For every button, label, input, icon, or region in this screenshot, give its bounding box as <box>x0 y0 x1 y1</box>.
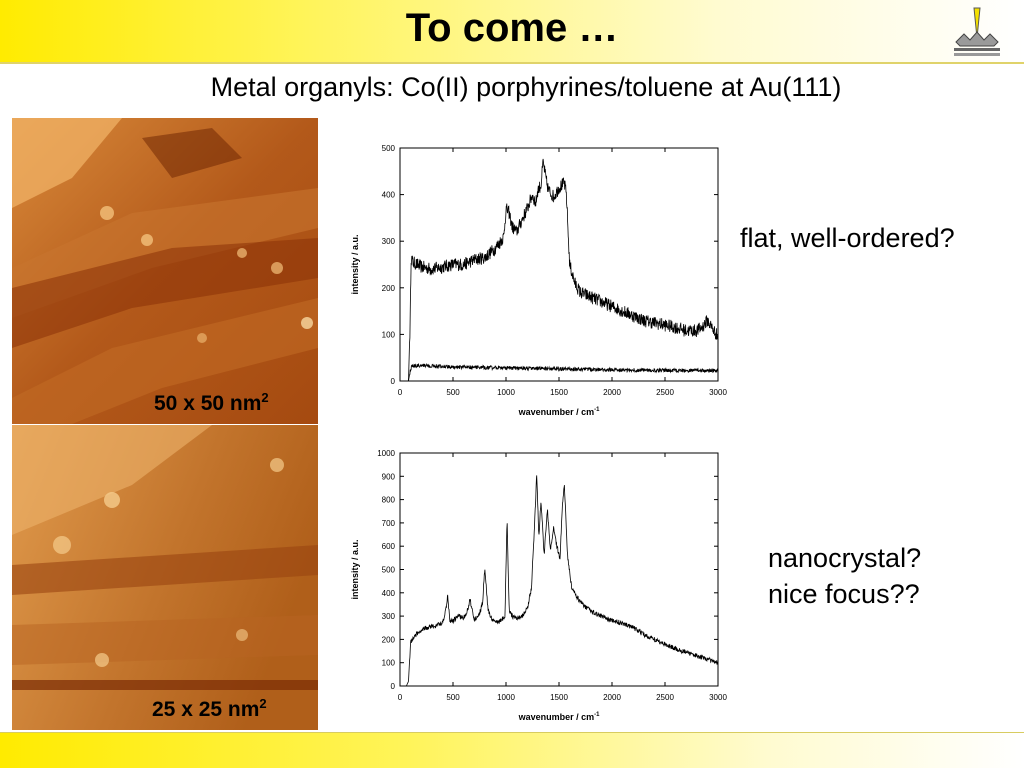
scale-label-50nm: 50 x 50 nm2 <box>154 390 269 415</box>
note-flat-well-ordered: flat, well-ordered? <box>740 223 955 253</box>
y-tick-label: 500 <box>382 144 396 153</box>
y-tick-label: 300 <box>382 237 396 246</box>
x-tick-label: 500 <box>446 388 460 397</box>
stm-tip-logo-icon <box>954 7 1000 56</box>
spectrum-line-1 <box>400 475 719 687</box>
header-divider <box>0 62 1024 64</box>
y-axis-label: intensity / a.u. <box>350 234 360 294</box>
x-tick-label: 1000 <box>497 693 515 702</box>
y-tick-label: 0 <box>391 377 396 386</box>
y-tick-label: 600 <box>382 542 396 551</box>
y-tick-label: 100 <box>382 330 396 339</box>
slide-header <box>0 0 1024 62</box>
y-tick-label: 500 <box>382 566 396 575</box>
y-tick-label: 800 <box>382 496 396 505</box>
x-tick-label: 2500 <box>656 388 674 397</box>
note-nanocrystal: nanocrystal? nice focus?? <box>768 540 921 612</box>
x-tick-label: 2500 <box>656 693 674 702</box>
x-tick-label: 1500 <box>550 693 568 702</box>
spectrum-line-2 <box>400 363 719 382</box>
stm-image-25nm <box>12 425 318 730</box>
plot-frame <box>399 452 719 687</box>
footer-divider <box>0 732 1024 733</box>
y-tick-label: 100 <box>382 659 396 668</box>
slide-title: To come … <box>405 6 619 50</box>
x-tick-label: 3000 <box>709 693 727 702</box>
raman-spectrum-chart-1: 0 500 1000 1500 2000 2500 3000 0 100 200 300 400 500… <box>350 144 727 417</box>
plot-frame <box>399 147 719 382</box>
y-tick-label: 900 <box>382 472 396 481</box>
y-tick-label: 700 <box>382 519 396 528</box>
y-tick-label: 300 <box>382 612 396 621</box>
x-axis-label: wavenumber / cm-1 <box>518 407 601 417</box>
note-nice-focus-line: nice focus?? <box>768 579 920 609</box>
x-tick-label: 500 <box>446 693 460 702</box>
y-axis-label: intensity / a.u. <box>350 539 360 599</box>
slide-subtitle: Metal organyls: Co(II) porphyrines/tolue… <box>210 72 842 102</box>
x-tick-label: 0 <box>398 693 403 702</box>
x-tick-label: 0 <box>398 388 403 397</box>
y-tick-label: 400 <box>382 589 396 598</box>
y-tick-label: 400 <box>382 191 396 200</box>
y-tick-label: 200 <box>382 635 396 644</box>
y-tick-label: 0 <box>391 682 396 691</box>
stm-image-50nm <box>12 118 318 424</box>
y-tick-label: 1000 <box>377 449 395 458</box>
x-tick-label: 2000 <box>603 388 621 397</box>
raman-spectrum-chart-2: 0 500 1000 1500 2000 2500 3000 0 100 200 300 400 500… <box>350 449 727 722</box>
x-tick-label: 1500 <box>550 388 568 397</box>
slide-footer <box>0 733 1024 768</box>
x-tick-label: 3000 <box>709 388 727 397</box>
x-axis-label: wavenumber / cm-1 <box>518 712 601 722</box>
note-nanocrystal-line: nanocrystal? <box>768 543 922 573</box>
x-tick-label: 2000 <box>603 693 621 702</box>
y-tick-label: 200 <box>382 284 396 293</box>
spectrum-line-1 <box>400 158 719 382</box>
x-tick-label: 1000 <box>497 388 515 397</box>
scale-label-25nm: 25 x 25 nm2 <box>152 696 267 721</box>
